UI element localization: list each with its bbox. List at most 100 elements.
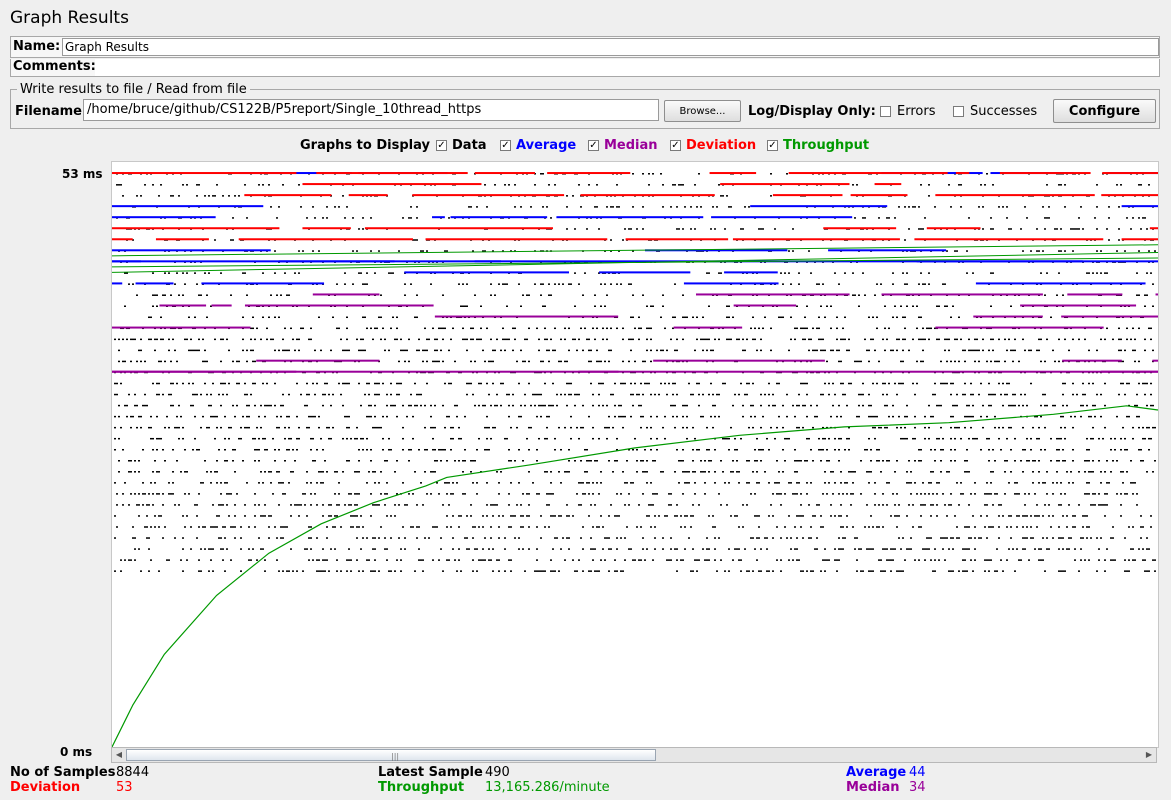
- data-point: [1098, 548, 1100, 550]
- data-point: [846, 437, 848, 440]
- data-point: [914, 206, 916, 208]
- data-point: [702, 548, 704, 550]
- data-point: [966, 570, 968, 572]
- configure-button[interactable]: Configure: [1053, 99, 1156, 123]
- filename-input[interactable]: /home/bruce/github/CS122B/P5report/Singl…: [83, 99, 659, 121]
- data-point: [1044, 294, 1046, 296]
- data-point: [1084, 393, 1086, 396]
- data-point: [950, 460, 952, 462]
- data-point: [728, 570, 730, 572]
- data-point: [614, 515, 616, 517]
- data-point: [1088, 460, 1090, 462]
- data-point: [884, 382, 886, 385]
- data-point: [186, 272, 188, 274]
- data-point: [410, 217, 412, 219]
- scroll-right-icon[interactable]: ▶: [1145, 750, 1153, 759]
- data-point: [146, 404, 148, 407]
- data-point: [182, 272, 184, 274]
- data-point: [858, 360, 860, 363]
- data-point: [176, 426, 178, 429]
- successes-checkbox[interactable]: [953, 106, 964, 117]
- data-point: [270, 206, 272, 208]
- scroll-left-icon[interactable]: ◀: [115, 750, 123, 759]
- data-point: [344, 504, 346, 506]
- horizontal-scrollbar[interactable]: ◀ ||| ▶: [111, 747, 1157, 763]
- data-point: [312, 382, 314, 385]
- data-point: [632, 404, 634, 407]
- deviation-line-segment: [302, 227, 351, 230]
- data-point: [874, 349, 876, 352]
- data-point: [782, 283, 784, 285]
- data-point: [554, 515, 556, 517]
- name-input[interactable]: [62, 38, 1159, 56]
- data-point: [394, 570, 396, 572]
- data-point: [130, 415, 132, 418]
- data-point: [878, 504, 880, 506]
- data-point: [448, 217, 450, 219]
- data-point: [800, 526, 802, 528]
- data-point: [374, 404, 376, 407]
- data-point: [646, 349, 648, 352]
- data-point: [202, 526, 204, 528]
- data-point: [1140, 537, 1142, 539]
- data-point: [632, 338, 634, 341]
- data-point: [438, 448, 440, 451]
- data-point: [768, 570, 770, 572]
- data-point: [208, 426, 210, 429]
- data-point: [152, 272, 154, 274]
- data-point: [460, 305, 462, 307]
- data-point: [358, 272, 360, 274]
- data-point: [542, 360, 544, 363]
- data-point: [908, 504, 910, 506]
- data-point: [866, 504, 868, 506]
- data-point: [698, 504, 700, 506]
- data-point: [1034, 493, 1036, 495]
- data-point: [842, 548, 844, 550]
- data-point: [690, 206, 692, 208]
- data-point: [708, 393, 710, 396]
- deviation-line-segment: [720, 183, 850, 186]
- data-point: [568, 283, 570, 285]
- comments-input[interactable]: [95, 59, 1159, 76]
- average-checkbox[interactable]: ✓: [500, 140, 511, 151]
- data-point: [1100, 471, 1102, 473]
- data-point: [1148, 327, 1150, 330]
- data-point: [398, 360, 400, 363]
- data-point: [812, 327, 814, 330]
- data-point: [422, 570, 424, 572]
- data-point: [552, 382, 554, 385]
- data-point: [1016, 515, 1018, 517]
- data-point: [492, 426, 494, 429]
- data-point: [1076, 228, 1078, 230]
- data-point: [1124, 493, 1126, 495]
- data-point: [876, 415, 878, 418]
- data-point: [1014, 482, 1016, 484]
- data-point: [998, 206, 1000, 208]
- deviation-option-label: Deviation: [686, 138, 757, 153]
- data-point: [1140, 526, 1142, 528]
- throughput-checkbox[interactable]: ✓: [767, 140, 778, 151]
- data-point: [950, 493, 952, 495]
- data-point: [782, 426, 784, 429]
- deviation-checkbox[interactable]: ✓: [670, 140, 681, 151]
- median-checkbox[interactable]: ✓: [588, 140, 599, 151]
- data-point: [916, 360, 918, 363]
- data-point: [832, 404, 834, 407]
- errors-checkbox[interactable]: [880, 106, 891, 117]
- scrollbar-thumb[interactable]: |||: [126, 749, 656, 761]
- data-checkbox[interactable]: ✓: [436, 140, 447, 151]
- data-point: [794, 548, 796, 550]
- data-point: [304, 548, 306, 550]
- data-point: [814, 548, 816, 550]
- median-stat-value: 34: [909, 780, 926, 795]
- data-point: [764, 316, 766, 319]
- data-point: [928, 195, 930, 197]
- data-point: [824, 349, 826, 352]
- data-point: [878, 526, 880, 528]
- data-point: [1034, 515, 1036, 517]
- data-point: [234, 471, 236, 473]
- data-point: [358, 448, 360, 451]
- browse-button[interactable]: Browse...: [664, 100, 741, 122]
- data-point: [1060, 184, 1062, 186]
- data-point: [782, 316, 784, 319]
